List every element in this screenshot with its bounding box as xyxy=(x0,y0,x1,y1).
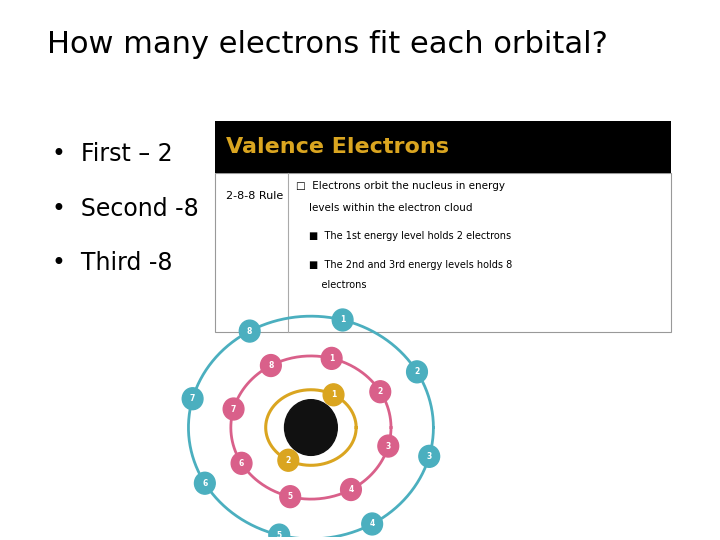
Text: 7: 7 xyxy=(190,394,195,403)
Text: Valence Electrons: Valence Electrons xyxy=(226,137,449,157)
Text: 2: 2 xyxy=(415,367,420,376)
Text: 3: 3 xyxy=(427,452,432,461)
Circle shape xyxy=(362,513,382,535)
Text: 7: 7 xyxy=(231,404,236,414)
Text: 8: 8 xyxy=(268,361,274,370)
Text: •  Third -8: • Third -8 xyxy=(52,252,172,275)
Bar xyxy=(215,122,671,173)
Text: •  Second -8: • Second -8 xyxy=(52,197,199,221)
Text: ■  The 2nd and 3rd energy levels holds 8: ■ The 2nd and 3rd energy levels holds 8 xyxy=(309,260,513,271)
Text: How many electrons fit each orbital?: How many electrons fit each orbital? xyxy=(47,30,608,59)
Circle shape xyxy=(378,435,399,457)
Text: 1: 1 xyxy=(331,390,336,399)
Circle shape xyxy=(284,400,337,455)
Text: 6: 6 xyxy=(239,459,244,468)
Circle shape xyxy=(231,453,252,474)
Circle shape xyxy=(321,347,342,369)
Text: 4: 4 xyxy=(348,485,354,494)
Text: □  Electrons orbit the nucleus in energy: □ Electrons orbit the nucleus in energy xyxy=(296,181,505,191)
Circle shape xyxy=(419,446,440,467)
Circle shape xyxy=(239,320,260,342)
Text: 8: 8 xyxy=(247,327,253,335)
Text: 1: 1 xyxy=(329,354,334,363)
Text: levels within the electron cloud: levels within the electron cloud xyxy=(296,203,472,213)
Text: 2: 2 xyxy=(378,387,383,396)
Circle shape xyxy=(332,309,353,331)
Circle shape xyxy=(182,388,203,410)
Circle shape xyxy=(280,486,300,508)
Text: 5: 5 xyxy=(287,492,293,501)
Circle shape xyxy=(370,381,391,403)
Text: 1: 1 xyxy=(340,315,346,325)
Bar xyxy=(215,173,671,332)
Text: 2: 2 xyxy=(286,456,291,465)
Text: •  First – 2: • First – 2 xyxy=(52,142,173,166)
Text: electrons: electrons xyxy=(309,280,366,291)
Circle shape xyxy=(269,524,289,540)
Circle shape xyxy=(223,398,244,420)
Circle shape xyxy=(278,449,299,471)
Text: ■  The 1st energy level holds 2 electrons: ■ The 1st energy level holds 2 electrons xyxy=(309,231,511,241)
Circle shape xyxy=(407,361,428,383)
Circle shape xyxy=(194,472,215,494)
Circle shape xyxy=(341,478,361,501)
Circle shape xyxy=(261,355,282,376)
Circle shape xyxy=(323,384,344,406)
Text: 4: 4 xyxy=(369,519,375,529)
Text: 3: 3 xyxy=(386,442,391,450)
Text: 5: 5 xyxy=(276,531,282,539)
Text: 2-8-8 Rule: 2-8-8 Rule xyxy=(226,191,284,201)
Text: 6: 6 xyxy=(202,478,207,488)
